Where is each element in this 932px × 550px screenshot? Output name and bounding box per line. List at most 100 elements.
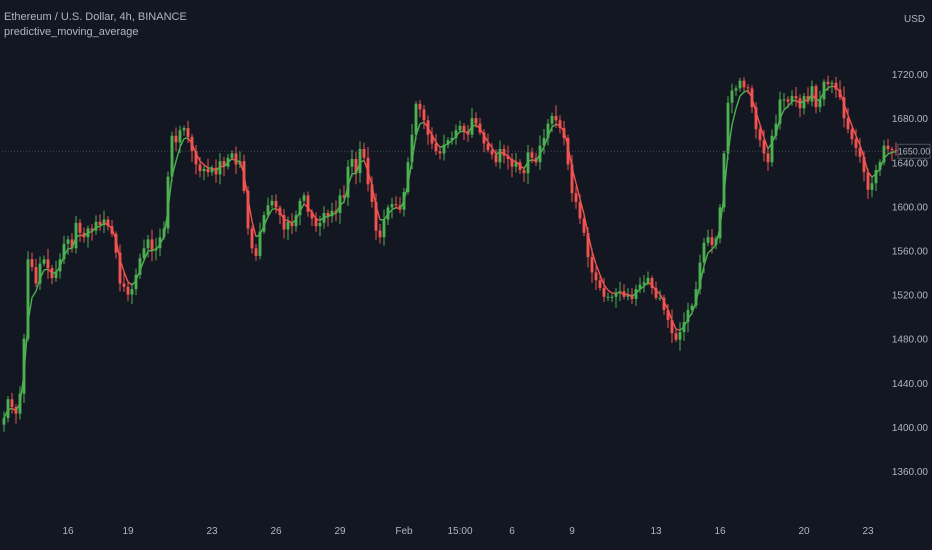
candle-up bbox=[778, 99, 782, 124]
symbol-title[interactable]: Ethereum / U.S. Dollar, 4h, BINANCE bbox=[4, 11, 187, 23]
moving-average-segment bbox=[403, 183, 409, 202]
moving-average-segment bbox=[127, 281, 133, 286]
candle-up bbox=[294, 215, 298, 227]
candle-down bbox=[326, 212, 330, 217]
moving-average-segment bbox=[47, 268, 53, 274]
candle-down bbox=[894, 150, 898, 152]
candle-down bbox=[578, 201, 582, 219]
candle-up bbox=[882, 145, 886, 163]
moving-average-segment bbox=[307, 207, 313, 213]
candle-down bbox=[234, 153, 238, 165]
moving-average-segment bbox=[559, 125, 565, 132]
moving-average-segment bbox=[95, 225, 101, 228]
moving-average-segment bbox=[707, 248, 713, 254]
moving-average-segment bbox=[363, 160, 369, 172]
moving-average-segment bbox=[227, 158, 233, 164]
moving-average-segment bbox=[343, 185, 349, 203]
candle-up bbox=[102, 219, 106, 226]
moving-average-segment bbox=[863, 157, 869, 173]
moving-average-segment bbox=[483, 134, 489, 143]
candle-up bbox=[514, 162, 518, 167]
candle-down bbox=[866, 172, 870, 190]
moving-average-segment bbox=[399, 200, 405, 209]
moving-average-segment bbox=[271, 207, 277, 211]
candle-down bbox=[122, 283, 126, 287]
candle-down bbox=[90, 228, 94, 231]
candle-down bbox=[198, 164, 202, 172]
candle-down bbox=[570, 164, 574, 194]
moving-average-segment bbox=[723, 153, 729, 195]
candle-down bbox=[30, 259, 34, 267]
candle-down bbox=[886, 145, 890, 150]
moving-average-segment bbox=[787, 101, 793, 107]
candle-down bbox=[378, 230, 382, 238]
indicator-label[interactable]: predictive_moving_average bbox=[4, 26, 139, 38]
candle-up bbox=[62, 243, 66, 260]
candle-down bbox=[186, 128, 190, 137]
moving-average-segment bbox=[443, 142, 449, 147]
time-tick-label: 9 bbox=[569, 526, 575, 537]
moving-average-segment bbox=[687, 312, 693, 320]
moving-average-segment bbox=[215, 165, 221, 172]
price-axis[interactable]: USD 1360.00 1400.00 1440.00 1480.00 1520.00 1… bbox=[892, 14, 929, 478]
moving-average-segment bbox=[63, 248, 69, 257]
candle-up bbox=[722, 153, 726, 208]
candle-up bbox=[258, 231, 262, 256]
candle-up bbox=[782, 99, 786, 101]
moving-average-segment bbox=[383, 213, 389, 221]
candle-up bbox=[410, 134, 414, 163]
moving-average-segment bbox=[55, 266, 61, 273]
moving-average-segment bbox=[31, 290, 37, 298]
candle-down bbox=[46, 259, 50, 269]
moving-average-segment bbox=[491, 147, 497, 155]
candle-down bbox=[418, 103, 422, 110]
candle-up bbox=[146, 239, 150, 249]
moving-average-segment bbox=[471, 124, 477, 127]
moving-average-segment bbox=[647, 281, 653, 286]
last-price-box bbox=[897, 143, 931, 159]
moving-average-segment bbox=[807, 93, 813, 102]
moving-average-segment bbox=[859, 145, 865, 158]
candle-down bbox=[814, 86, 818, 108]
candle-up bbox=[302, 195, 306, 201]
time-axis[interactable]: 16 19 23 26 29 Feb 15:00 6 9 13 16 20 23 bbox=[62, 526, 874, 537]
candle-up bbox=[298, 200, 302, 216]
candle-up bbox=[694, 289, 698, 306]
moving-average-segment bbox=[867, 171, 873, 178]
candle-up bbox=[94, 221, 98, 231]
candle-down bbox=[394, 204, 398, 206]
candle-up bbox=[626, 294, 630, 297]
candle-up bbox=[790, 96, 794, 102]
moving-average-segment bbox=[639, 285, 645, 290]
candle-down bbox=[282, 215, 286, 230]
candle-down bbox=[854, 139, 858, 148]
candle-up bbox=[442, 144, 446, 154]
moving-average-segment bbox=[635, 288, 641, 294]
time-tick-label: 26 bbox=[270, 526, 282, 537]
candle-up bbox=[706, 237, 710, 243]
moving-average-segment bbox=[35, 278, 41, 292]
candle-down bbox=[34, 266, 38, 284]
moving-average-segment bbox=[187, 137, 193, 145]
moving-average-segment bbox=[151, 248, 157, 252]
moving-average-segment bbox=[511, 160, 517, 163]
moving-average-segment bbox=[691, 301, 697, 314]
time-tick-label: 16 bbox=[714, 526, 726, 537]
candle-down bbox=[806, 96, 810, 102]
moving-average-segment bbox=[831, 85, 837, 89]
price-tick-label: 1480.00 bbox=[892, 335, 929, 346]
price-tick-label: 1560.00 bbox=[892, 246, 929, 257]
time-tick-label: 6 bbox=[509, 526, 515, 537]
moving-average-segment bbox=[203, 164, 209, 169]
candle-down bbox=[126, 286, 130, 295]
candle-up bbox=[446, 140, 450, 145]
moving-average-segment bbox=[299, 203, 305, 212]
moving-average-segment bbox=[291, 219, 297, 224]
moving-average-segment bbox=[419, 121, 425, 125]
candle-up bbox=[734, 88, 738, 91]
price-tick-label: 1400.00 bbox=[892, 423, 929, 434]
moving-average-segment bbox=[23, 322, 29, 375]
candle-down bbox=[70, 239, 74, 249]
moving-average-segment bbox=[603, 284, 609, 291]
